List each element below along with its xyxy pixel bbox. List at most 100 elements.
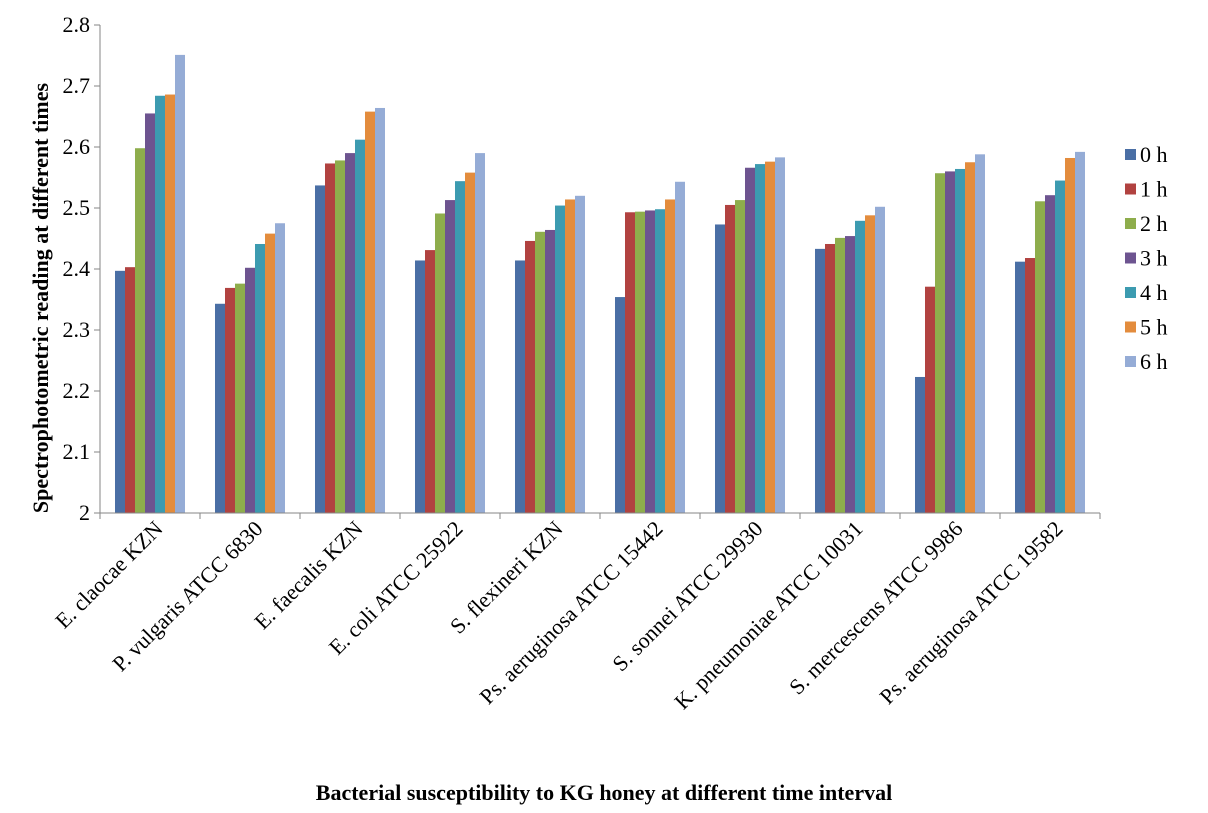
bar [1065,157,1075,514]
bar [765,161,775,513]
legend-label: 2 h [1140,211,1168,236]
bar [165,94,175,513]
y-tick-label: 2.8 [63,12,91,37]
bar [1075,151,1085,513]
bar [845,236,855,513]
bar [575,195,585,514]
bar [215,303,225,513]
bar [615,297,625,513]
x-category-label: S. mercescens ATCC 9986 [784,516,968,700]
bar [625,212,635,513]
bar [345,153,355,513]
bar [535,231,545,514]
legend-label: 3 h [1140,246,1168,271]
bar [375,107,385,514]
bar [675,181,685,513]
bar [225,287,235,513]
bar [235,283,245,513]
bar [525,240,535,513]
legend-swatch [1125,252,1136,264]
bar [315,185,325,513]
legend-label: 5 h [1140,315,1168,340]
bar [545,229,555,513]
bar [445,200,455,513]
bar [745,167,755,514]
bar [565,199,575,513]
legend-swatch [1125,149,1136,160]
x-category-label: Ps. aeruginosa ATCC 19582 [874,516,1067,709]
bar [335,160,345,514]
bar [455,181,465,513]
x-axis-title: Bacterial susceptibility to KG honey at … [316,780,892,805]
bar [1035,201,1045,514]
bar [365,111,375,514]
y-axis-title: Spectrophotometric reading at different … [28,82,53,513]
bar [865,215,875,513]
legend-swatch [1125,356,1136,367]
y-tick-label: 2.1 [63,439,91,464]
legend-label: 4 h [1140,280,1168,305]
bar [465,172,475,513]
legend: 0 h 1 h 2 h 3 h 4 h 5 h 6 h [1125,142,1168,374]
bar [925,286,935,513]
bar [325,163,335,513]
y-tick-label: 2.3 [63,317,91,342]
bar [975,154,985,513]
bar [965,162,975,513]
bar [755,164,765,513]
y-tick-labels: 2 2.1 2.2 2.3 2.4 2.5 2.6 2.7 2.8 [63,12,91,525]
bar [115,270,125,513]
bar [1025,258,1035,513]
bar [435,213,445,514]
bar [475,153,485,513]
bar [145,113,155,513]
y-tick-label: 2.2 [63,378,91,403]
bar [665,199,675,513]
bar [915,376,925,513]
bar [175,54,185,513]
bar [355,139,365,513]
bar [945,171,955,513]
bar [775,157,785,513]
x-category-label: K. pneumoniae ATCC 10031 [669,516,867,714]
bar [855,220,865,513]
bar [1045,195,1055,513]
bar [645,210,655,513]
bar [275,223,285,513]
legend-swatch [1125,321,1136,333]
bars-layer [115,54,1085,514]
axes-layer [94,24,1101,519]
bar [825,243,835,514]
x-category-label: Ps. aeruginosa ATCC 15442 [474,516,667,709]
bar [255,243,265,514]
bar [875,206,885,513]
legend-swatch [1125,287,1136,298]
y-tick-label: 2.4 [63,256,91,281]
bar [935,173,945,514]
bar [155,95,165,513]
bar [415,260,425,513]
bar [735,200,745,513]
y-tick-label: 2 [79,500,90,525]
bar [1055,180,1065,514]
bar [125,267,135,513]
bar [245,267,255,513]
bar [515,260,525,513]
bar [835,237,845,513]
bar [555,205,565,513]
legend-label: 1 h [1140,177,1168,202]
bar [725,204,735,513]
legend-label: 0 h [1140,142,1168,167]
bar [265,233,275,513]
bar [1015,261,1025,513]
bar [815,248,825,513]
bar [655,209,665,513]
bar [715,224,725,513]
y-tick-label: 2.7 [63,73,91,98]
bar [135,148,145,513]
legend-swatch [1125,218,1136,229]
bar [425,250,435,513]
